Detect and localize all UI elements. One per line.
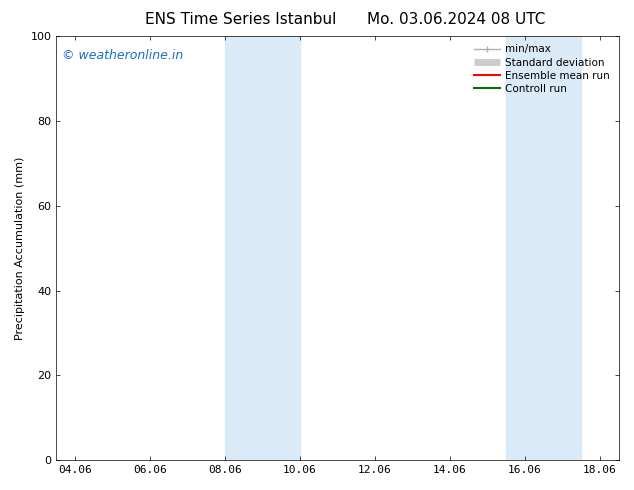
Bar [506, 36, 581, 460]
Text: © weatheronline.in: © weatheronline.in [62, 49, 183, 62]
Legend: min/max, Standard deviation, Ensemble mean run, Controll run: min/max, Standard deviation, Ensemble me… [471, 41, 613, 97]
Bar [225, 36, 300, 460]
Y-axis label: Precipitation Accumulation (mm): Precipitation Accumulation (mm) [15, 156, 25, 340]
Text: ENS Time Series Istanbul: ENS Time Series Istanbul [145, 12, 337, 27]
Text: Mo. 03.06.2024 08 UTC: Mo. 03.06.2024 08 UTC [367, 12, 546, 27]
